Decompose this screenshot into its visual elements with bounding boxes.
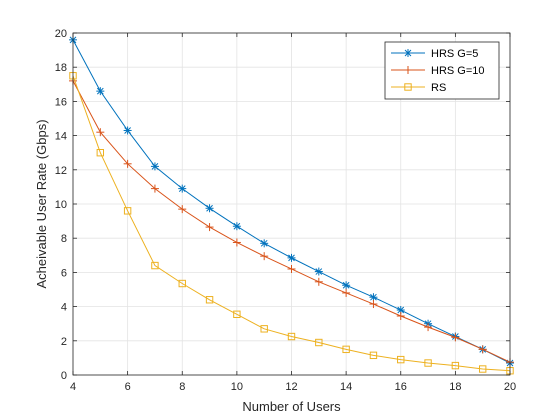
- data-point: [369, 300, 378, 309]
- legend: HRS G=5 HRS G=10 RS: [384, 41, 500, 100]
- data-point: [369, 351, 378, 360]
- data-point: [397, 355, 405, 364]
- x-tick-label: 12: [285, 381, 297, 393]
- x-tick-label: 18: [449, 381, 461, 393]
- data-point: [478, 345, 487, 354]
- data-point: [424, 359, 432, 367]
- x-tick-label: 14: [340, 381, 352, 393]
- data-point: [178, 279, 186, 288]
- data-point: [123, 159, 132, 168]
- legend-label: HRS G=5: [431, 48, 478, 60]
- x-tick-label: 6: [125, 381, 131, 393]
- legend-item: HRS G=10: [391, 65, 485, 77]
- legend-label: HRS G=10: [431, 65, 485, 77]
- x-axis-title: Number of Users: [242, 399, 341, 414]
- data-point: [151, 261, 159, 270]
- data-point: [451, 361, 460, 370]
- series-rs: [69, 72, 514, 375]
- legend-marker: [404, 49, 412, 57]
- y-tick-label: 18: [55, 62, 67, 74]
- data-point: [178, 184, 187, 193]
- data-point: [478, 365, 487, 373]
- data-point: [96, 149, 105, 157]
- data-point: [233, 310, 241, 318]
- legend-marker: [404, 83, 412, 91]
- x-tick-label: 16: [395, 381, 407, 393]
- legend-marker: [404, 66, 412, 74]
- data-point: [342, 345, 350, 354]
- series-line: [72, 75, 511, 372]
- data-point: [123, 207, 132, 215]
- legend-item: RS: [391, 82, 446, 94]
- data-point: [287, 264, 296, 273]
- data-point: [260, 239, 269, 248]
- data-point: [96, 87, 105, 96]
- y-tick-label: 10: [55, 199, 67, 211]
- x-tick-label: 20: [504, 381, 516, 393]
- data-point: [150, 162, 159, 171]
- data-point: [232, 222, 241, 231]
- data-point: [451, 333, 460, 342]
- data-point: [342, 281, 351, 290]
- ticks: 4 6 8 10 12 14 16 18 20 0 2 4 6 8 10 12 14 16 18 20: [55, 28, 516, 393]
- y-tick-label: 12: [55, 165, 67, 177]
- y-tick-label: 2: [61, 336, 67, 348]
- x-tick-label: 8: [179, 381, 185, 393]
- data-point: [342, 288, 351, 297]
- y-tick-label: 20: [55, 28, 67, 40]
- data-point: [205, 204, 214, 213]
- data-point: [369, 293, 378, 302]
- data-point: [287, 253, 296, 262]
- y-tick-label: 0: [61, 370, 67, 382]
- x-tick-label: 10: [231, 381, 243, 393]
- data-point: [315, 338, 323, 347]
- data-point: [150, 184, 159, 193]
- data-point: [287, 332, 296, 341]
- y-tick-label: 4: [61, 302, 67, 314]
- legend-label: RS: [431, 82, 446, 94]
- y-axis-title: Acheivable User Rate (Gbps): [34, 119, 49, 288]
- data-point: [314, 277, 323, 286]
- data-point: [260, 325, 268, 333]
- data-point: [396, 306, 405, 315]
- y-tick-label: 6: [61, 267, 67, 279]
- legend-item: HRS G=5: [391, 48, 478, 60]
- x-tick-label: 4: [70, 381, 76, 393]
- data-point: [424, 323, 433, 332]
- data-point: [260, 252, 269, 261]
- data-point: [232, 238, 241, 247]
- data-point: [96, 128, 105, 137]
- data-point: [205, 296, 214, 304]
- data-point: [123, 126, 132, 135]
- data-point: [396, 312, 405, 321]
- data-point: [178, 205, 187, 214]
- y-tick-label: 14: [55, 131, 67, 143]
- data-point: [314, 267, 323, 276]
- data-point: [205, 223, 214, 232]
- y-tick-label: 16: [55, 96, 67, 108]
- y-tick-label: 8: [61, 233, 67, 245]
